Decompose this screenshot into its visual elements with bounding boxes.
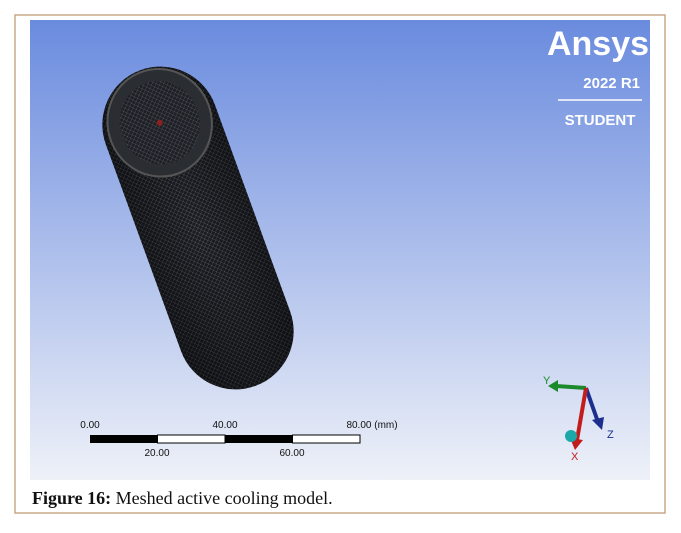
scale-label: 60.00 [279, 448, 304, 459]
version: 2022 R1 [583, 75, 640, 92]
caption: Figure 16: Meshed active cooling model. [32, 488, 333, 508]
axis-label: Z [607, 429, 614, 441]
caption-text: Meshed active cooling model. [116, 488, 333, 508]
scale-label: 0.00 [80, 420, 100, 431]
figure: Ansys 2022 R1 STUDENT 0.00 40.00 80.00 (… [0, 0, 681, 528]
scale-label: 40.00 [212, 420, 237, 431]
page: Ansys 2022 R1 STUDENT 0.00 40.00 80.00 (… [0, 0, 681, 528]
logo: Ansys [547, 25, 649, 63]
license: STUDENT [565, 112, 636, 129]
scale-bar [90, 435, 360, 443]
scale-label: 20.00 [144, 448, 169, 459]
caption-label: Figure 16: [32, 488, 111, 508]
axis-label: X [571, 451, 579, 463]
scale-label: 80.00 (mm) [346, 420, 397, 431]
axis-label: Y [543, 375, 551, 387]
